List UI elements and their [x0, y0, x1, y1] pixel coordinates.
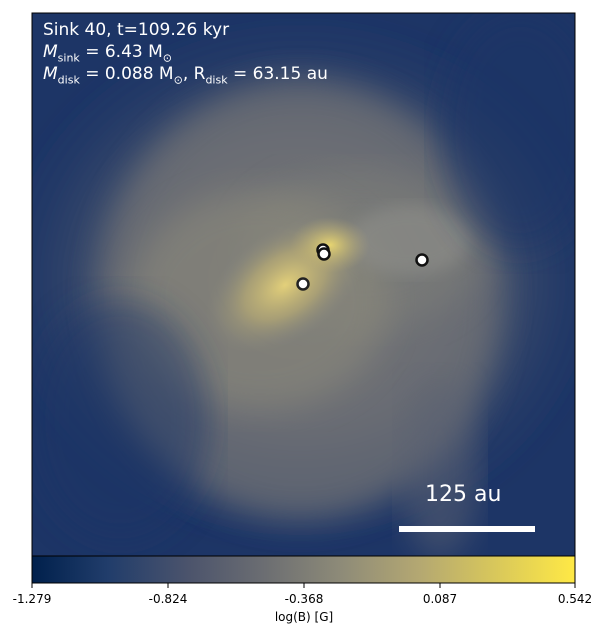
sink-markers: [296, 243, 429, 291]
colorbar-tick-label: 0.087: [422, 592, 458, 606]
sink-marker: [296, 277, 310, 291]
colorbar-tick-label: 0.542: [557, 592, 593, 606]
scale-bar-label: 125 au: [425, 482, 502, 507]
colorbar-tick-label: -0.824: [148, 592, 188, 606]
colorbar-tick-label: -1.279: [12, 592, 52, 606]
colorbar-ticks: [31, 583, 576, 588]
sink-mass-label: Msink = 6.43 M⊙: [43, 42, 173, 65]
disk-properties-label: Mdisk = 0.088 M⊙, Rdisk = 63.15 au: [43, 64, 328, 87]
colorbar: [31, 555, 576, 584]
sink-marker: [415, 253, 429, 267]
sink-marker: [317, 247, 331, 261]
scale-bar: [399, 526, 535, 532]
colorbar-label: log(B) [G]: [274, 610, 334, 624]
colorbar-tick-label: -0.368: [284, 592, 324, 606]
sink-title: Sink 40, t=109.26 kyr: [43, 20, 230, 40]
